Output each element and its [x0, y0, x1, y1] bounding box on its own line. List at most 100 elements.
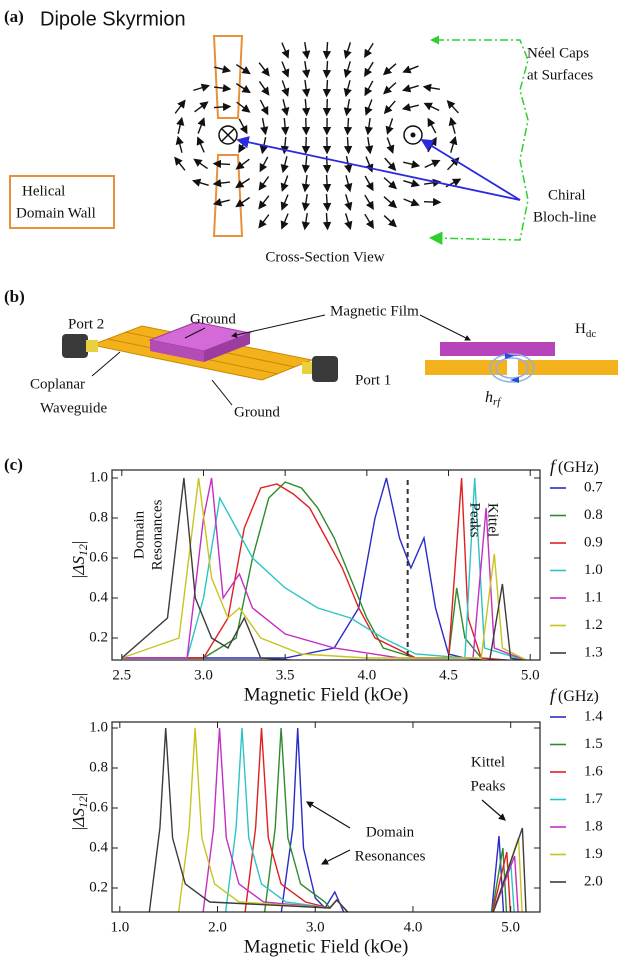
label: Magnetic Film — [330, 303, 419, 319]
port-pin — [86, 340, 98, 352]
spin-arrow — [260, 118, 269, 136]
series-line — [121, 481, 515, 660]
wall-legend-box — [9, 175, 115, 229]
spin-arrow — [235, 178, 251, 189]
spin-arrow — [427, 117, 437, 134]
pointer — [231, 314, 326, 338]
label: Waveguide — [40, 400, 107, 416]
y-tick-label: 0.2 — [89, 629, 108, 645]
wall-box — [212, 154, 244, 237]
spin-arrow — [383, 100, 396, 115]
y-axis-title-sub: 12 — [76, 544, 90, 556]
y-tick-label: 1.0 — [89, 469, 108, 485]
pointer — [184, 327, 206, 339]
spin-arrow — [259, 156, 269, 173]
spin-arrow — [193, 158, 208, 170]
legend-label: 1.7 — [584, 791, 603, 807]
spin-arrow — [258, 214, 270, 229]
legend-label: 1.1 — [584, 589, 603, 605]
y-axis-title-base: |ΔS — [69, 808, 88, 832]
spin-arrow — [322, 193, 332, 212]
spin-arrow — [343, 136, 353, 155]
legend-label: 0.8 — [584, 507, 603, 523]
spin-arrow — [449, 135, 458, 153]
spin-arrow — [197, 117, 206, 134]
spin-arrow — [281, 42, 290, 59]
annotation: Peaks — [471, 778, 506, 794]
spin-arrow — [280, 156, 289, 174]
label: Port 2 — [68, 316, 104, 332]
y-tick-label: 1.0 — [89, 719, 108, 735]
spin-arrow — [259, 99, 269, 116]
spin-arrow — [383, 82, 397, 95]
legend-label: 1.4 — [584, 708, 603, 724]
panel-b: (b) Port 2 Ground Magnetic Film Port 1 C… — [4, 287, 618, 420]
spin-arrow — [301, 136, 311, 155]
conductor — [518, 360, 618, 375]
legend-title: f (GHz) — [550, 685, 599, 705]
spin-arrow — [301, 60, 311, 79]
legend-title-var: f — [550, 685, 558, 705]
spin-arrow — [301, 193, 311, 212]
spin-arrow — [258, 81, 270, 96]
rf-loop — [495, 357, 529, 379]
spin-arrow — [322, 79, 332, 98]
legend-label: 2.0 — [584, 873, 603, 889]
series-line — [263, 727, 508, 912]
panel-a: (a) Dipole Skyrmion Néel Caps at Surface… — [4, 7, 597, 266]
spin-arrow — [382, 63, 397, 76]
spin-arrow — [191, 178, 209, 187]
spin-arrow — [280, 175, 289, 192]
y-tick-label: 0.4 — [89, 839, 108, 855]
legend-label: 1.0 — [584, 562, 603, 578]
panel-title: Dipole Skyrmion — [40, 8, 186, 30]
legend-label: 0.9 — [584, 534, 603, 550]
core-in — [221, 128, 235, 142]
y-axis-title-base: |ΔS — [69, 556, 88, 580]
legend-label: 1.9 — [584, 846, 603, 862]
series-line — [121, 477, 527, 660]
legend-title-unit: (GHz) — [558, 688, 599, 705]
spin-arrow — [343, 61, 352, 79]
label: Helical — [22, 183, 65, 199]
spin-arrow — [280, 117, 290, 136]
annotation: Kittel — [471, 754, 505, 770]
spin-arrow — [280, 194, 289, 211]
spin-arrow — [402, 65, 419, 74]
annotation-arrow — [320, 849, 351, 865]
spin-arrow — [322, 60, 332, 79]
spin-arrow — [343, 99, 352, 117]
x-tick-label: 3.5 — [276, 667, 295, 683]
legend-label: 0.7 — [584, 479, 603, 495]
spin-arrow — [401, 103, 419, 112]
spin-arrow — [322, 212, 332, 231]
spin-arrow — [214, 65, 232, 74]
series-line — [121, 477, 524, 660]
x-tick-label: 5.0 — [521, 667, 540, 683]
spin-arrow — [364, 61, 374, 78]
h-rf-base: h — [485, 389, 493, 406]
spin-arrow — [322, 98, 332, 117]
spin-arrow — [344, 213, 353, 230]
spin-arrow — [424, 159, 441, 169]
spin-arrow — [364, 175, 374, 192]
wall-box — [212, 35, 244, 119]
spin-arrow — [322, 41, 332, 60]
core-out — [403, 125, 423, 145]
spin-arrow — [301, 79, 311, 98]
spin-arrow — [235, 63, 251, 75]
legend-title: f (GHz) — [550, 456, 599, 476]
spin-arrow — [301, 174, 311, 193]
x-tick-label: 4.0 — [357, 667, 376, 683]
label: Chiral — [548, 187, 586, 203]
h-rf: hrf — [485, 389, 502, 408]
spin-arrow — [175, 135, 184, 153]
spin-arrow — [302, 41, 311, 60]
neel-bracket — [429, 39, 529, 245]
spin-arrow — [364, 194, 374, 211]
spin-arrow — [365, 136, 374, 155]
spin-arrow — [344, 175, 353, 193]
spin-arrow — [176, 116, 185, 134]
spin-arrow — [383, 177, 397, 190]
